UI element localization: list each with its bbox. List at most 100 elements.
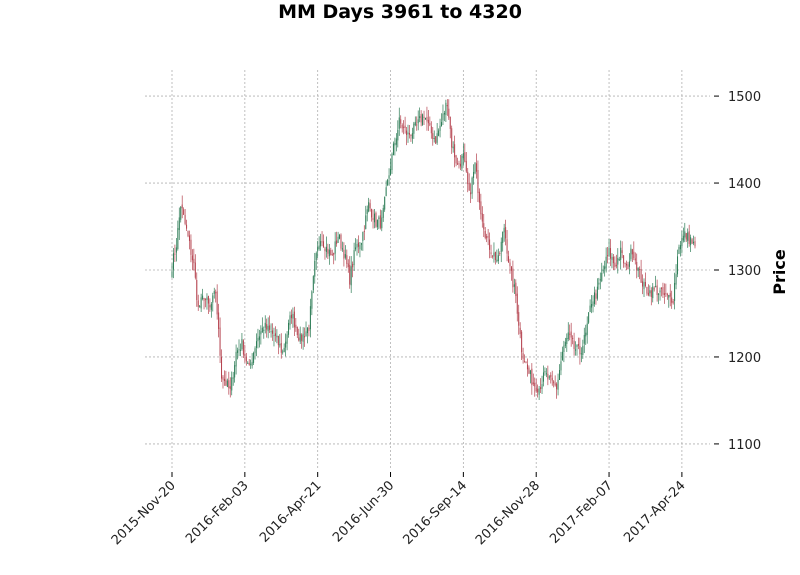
candle-body [544,370,546,373]
candle-body [346,255,348,264]
candle-body [481,213,483,222]
candle-body [671,297,673,303]
candle-body [586,323,588,335]
candle-body [378,217,380,220]
candle-body [451,128,453,148]
candle-body [598,282,600,285]
candle-body [553,381,555,384]
candle-body [535,387,537,392]
candle-body [202,295,204,300]
candle-body [237,350,239,353]
candle-body [285,341,287,348]
candle-body [353,250,355,266]
candle-body [573,340,575,350]
candle-body [621,250,623,254]
candle-body [624,262,626,264]
candle-body [612,256,614,264]
candle-body [681,238,683,247]
candle-body [623,255,625,264]
candle-body [559,370,561,381]
x-tick-label: 2016-Jun-30 [330,478,397,545]
candle-body [591,304,593,308]
candle-body [433,138,435,140]
candle-body [477,170,479,194]
candle-body [244,353,246,356]
candle-body [560,361,562,371]
candle-body [209,305,211,308]
candle-body [424,117,426,120]
candle-body [429,122,431,126]
candle-body [286,334,288,344]
candle-body [633,251,635,259]
candle-body [630,248,632,260]
candle-body [352,263,354,268]
candle-body [337,236,339,243]
candle-body [302,333,304,342]
candle-body [206,297,208,301]
candle-body [486,236,488,239]
candle-body [327,248,329,254]
candle-body [682,235,684,241]
candle-body [649,290,651,294]
candle-body [677,256,679,275]
candle-body [199,306,201,308]
candle-body [360,243,362,245]
candle-body [282,351,284,353]
candle-body [684,231,686,238]
candle-body [478,191,480,203]
candle-body [510,266,512,271]
candle-body [171,271,173,277]
candle-body [541,384,543,389]
candle-body [454,144,456,158]
candle-body [556,383,558,390]
candle-body [665,292,667,294]
candle-body [226,380,228,387]
candle-body [611,256,613,260]
candle-body [261,327,263,333]
candle-body [255,341,258,348]
candle-body [679,245,681,250]
candle-body [605,256,607,269]
candle-body [315,253,317,261]
candle-body [301,334,303,341]
candle-body [311,291,313,309]
candle-body [550,374,552,378]
candle-body [475,163,477,172]
candle-body [509,262,511,267]
candle-body [583,334,585,344]
candle-body [496,259,498,262]
candle-body [419,116,421,119]
candle-body [589,305,591,312]
candle-body [554,383,556,386]
candle-body [631,249,633,255]
candle-body [607,255,609,257]
candle-body [526,364,528,370]
candle-body [204,298,207,300]
candle-body [417,119,419,124]
candle-body [407,132,409,135]
candle-body [577,344,579,346]
candle-body [567,332,569,340]
candle-body [595,293,597,299]
candle-body [390,168,392,175]
x-tick-label: 2017-Apr-24 [621,478,688,545]
candle-body [593,292,595,304]
candle-body [551,377,553,381]
candle-body [423,116,425,118]
x-tick-label: 2016-Apr-21 [257,478,324,545]
candle-body [369,203,371,209]
candle-body [317,247,319,251]
candle-body [525,362,527,364]
candle-body [620,247,622,260]
candle-body [321,241,323,243]
candle-body [193,258,195,264]
candle-body [373,213,376,223]
candle-body [203,297,205,301]
candle-body [229,386,231,389]
candle-body [228,380,230,389]
candle-body [341,248,343,250]
y-tick-label: 1100 [728,438,761,453]
candle-body [359,245,361,250]
candle-body [410,134,412,136]
candle-body [356,243,358,248]
